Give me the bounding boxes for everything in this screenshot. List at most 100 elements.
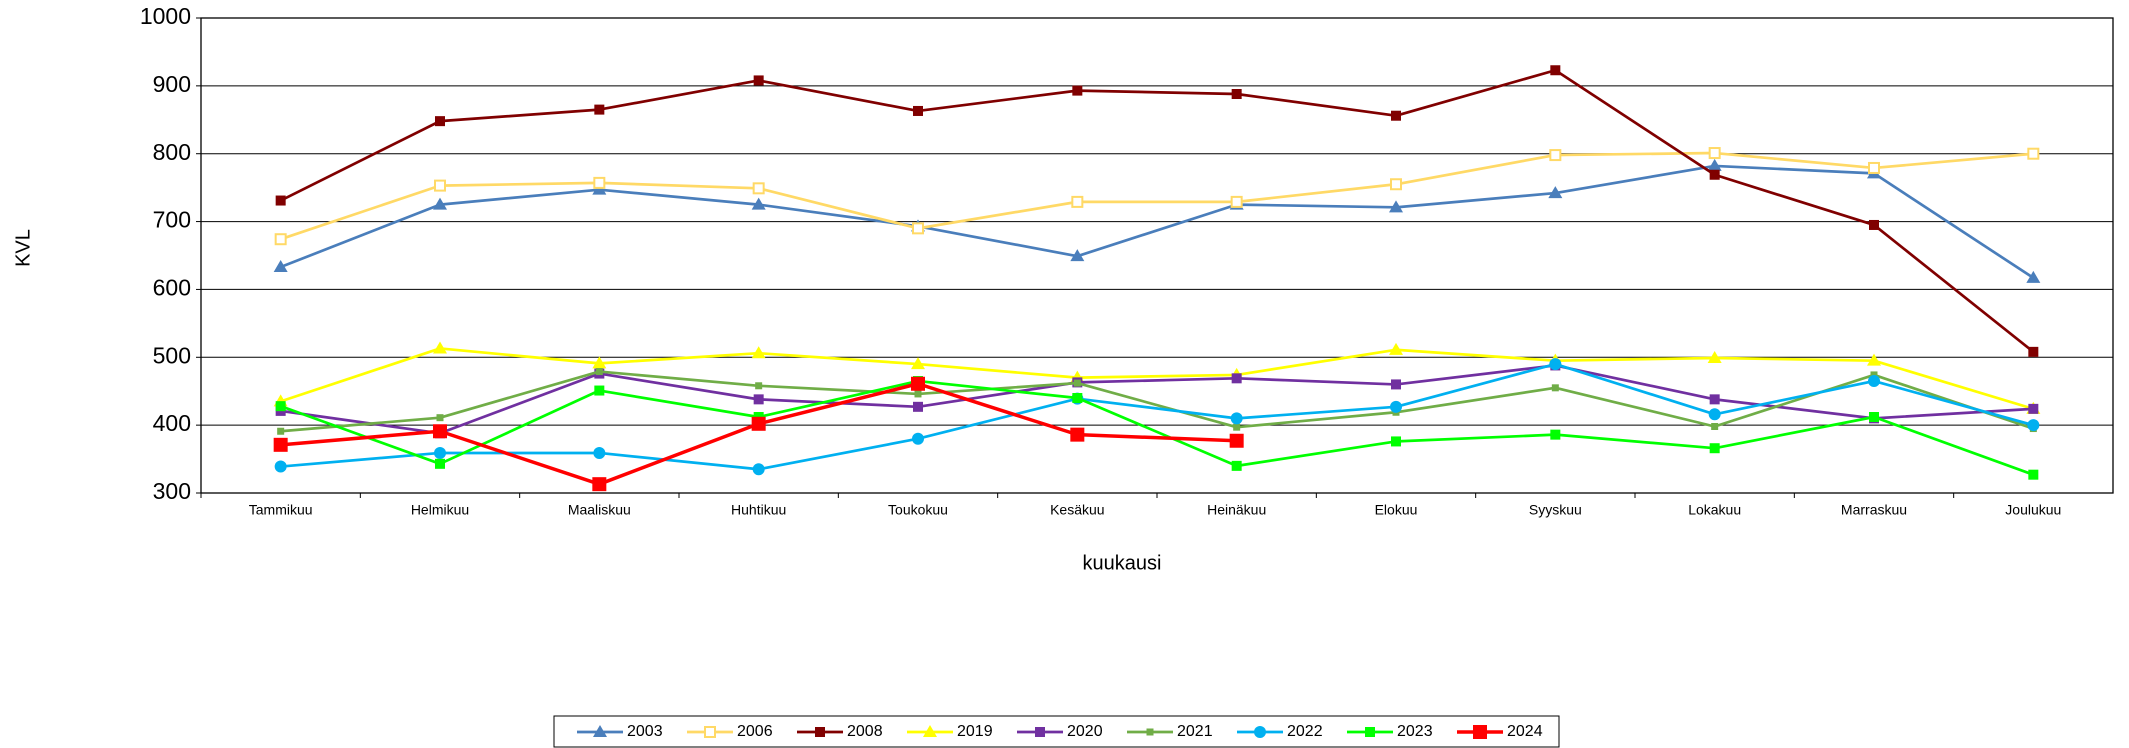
data-point <box>1709 443 1720 454</box>
data-point <box>751 197 766 210</box>
data-point <box>1551 384 1559 392</box>
series-line <box>280 151 2034 241</box>
series-line <box>280 347 2034 411</box>
legend-label: 2022 <box>1287 723 1323 740</box>
y-tick-label: 800 <box>153 139 191 165</box>
legend-label: 2006 <box>737 723 773 740</box>
data-point <box>1072 393 1083 403</box>
legend-marker <box>1365 727 1375 737</box>
legend-label: 2003 <box>627 723 663 740</box>
data-point <box>1231 460 1242 471</box>
data-point <box>1868 375 1880 388</box>
data-point <box>1389 200 1403 213</box>
data-point <box>1709 394 1720 405</box>
data-point <box>1869 219 1879 230</box>
legend-marker <box>815 727 825 737</box>
data-point <box>1391 110 1401 121</box>
data-point <box>433 341 447 354</box>
data-point <box>2028 469 2039 480</box>
data-point <box>1868 161 1880 174</box>
x-tick-label: Lokakuu <box>1688 502 1741 518</box>
data-point <box>751 346 766 359</box>
data-point <box>275 195 286 206</box>
data-point <box>1233 423 1241 431</box>
data-point <box>1230 412 1243 425</box>
data-point <box>1073 379 1081 387</box>
data-point <box>1389 342 1403 355</box>
data-point <box>1391 436 1401 447</box>
data-point <box>752 182 765 195</box>
y-tick-label: 1000 <box>140 3 191 29</box>
data-point <box>436 414 444 422</box>
data-point <box>1550 65 1561 76</box>
data-point <box>593 446 606 459</box>
legend-label: 2020 <box>1067 723 1103 740</box>
data-point <box>752 463 765 476</box>
data-point <box>1549 149 1562 162</box>
data-point <box>911 376 925 391</box>
data-point <box>1707 350 1722 363</box>
series-line <box>280 370 2034 433</box>
legend-marker <box>593 725 607 737</box>
y-axis-label: KVL <box>12 229 34 267</box>
data-point <box>1708 147 1721 160</box>
data-point <box>1231 89 1242 99</box>
data-point <box>751 416 766 431</box>
data-point <box>2027 147 2040 160</box>
x-tick-label: Kesäkuu <box>1050 502 1104 518</box>
data-point <box>274 460 287 473</box>
y-tick-label: 700 <box>153 207 191 233</box>
data-point <box>1867 353 1881 366</box>
series-line <box>280 379 2034 476</box>
data-point <box>1550 429 1561 440</box>
data-point <box>434 446 446 459</box>
data-point <box>1229 433 1244 448</box>
x-tick-label: Syyskuu <box>1529 502 1582 518</box>
data-point <box>1231 373 1242 384</box>
data-point <box>1548 186 1563 199</box>
x-tick-label: Tammikuu <box>249 502 313 518</box>
y-tick-label: 600 <box>153 275 191 301</box>
data-point <box>435 458 445 469</box>
data-point <box>2028 403 2039 414</box>
data-point <box>434 179 446 192</box>
data-point <box>1390 400 1402 413</box>
x-tick-label: Heinäkuu <box>1207 502 1266 518</box>
data-point <box>911 357 925 370</box>
data-point <box>1707 158 1722 171</box>
data-point <box>1549 358 1562 371</box>
data-point <box>2026 270 2041 283</box>
data-point <box>592 477 607 492</box>
data-point <box>1870 371 1878 379</box>
legend-marker <box>1035 727 1045 737</box>
data-point <box>433 197 447 210</box>
y-tick-label: 400 <box>153 410 191 436</box>
data-point <box>753 75 764 86</box>
data-point <box>433 424 447 439</box>
x-axis-label: kuukausi <box>1083 552 1162 574</box>
data-point <box>277 427 285 435</box>
data-point <box>1709 169 1720 180</box>
data-point <box>912 432 924 445</box>
data-point <box>273 437 288 452</box>
x-tick-label: Marraskuu <box>1841 502 1907 518</box>
data-point <box>1230 195 1243 208</box>
data-point <box>1072 85 1083 96</box>
legend-marker <box>1254 726 1266 738</box>
legend-label: 2023 <box>1397 723 1433 740</box>
series-line <box>280 364 2034 435</box>
series-line <box>280 362 2034 471</box>
data-point <box>592 356 607 369</box>
legend-label: 2008 <box>847 723 883 740</box>
y-tick-label: 300 <box>153 478 191 504</box>
legend-marker <box>1146 728 1154 736</box>
data-point <box>755 382 763 390</box>
x-tick-label: Joulukuu <box>2005 502 2061 518</box>
legend-marker <box>704 726 716 738</box>
legend-marker <box>923 725 937 737</box>
plot-frame <box>200 17 2114 494</box>
data-point <box>2028 346 2039 357</box>
data-point <box>1391 379 1401 390</box>
data-point <box>274 233 287 246</box>
